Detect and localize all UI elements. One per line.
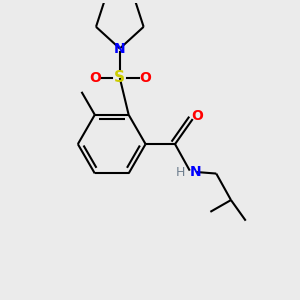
Text: O: O	[191, 109, 203, 123]
Text: N: N	[114, 41, 126, 56]
Text: O: O	[139, 71, 151, 85]
Text: O: O	[89, 71, 101, 85]
Text: N: N	[190, 165, 202, 179]
Text: S: S	[114, 70, 125, 86]
Text: H: H	[176, 166, 186, 178]
